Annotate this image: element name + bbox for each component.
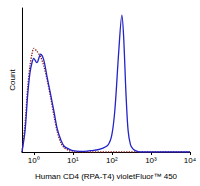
- svg-text:10⁴: 10⁴: [184, 156, 197, 165]
- svg-text:10³: 10³: [145, 156, 157, 165]
- svg-text:10²: 10²: [106, 156, 118, 165]
- svg-text:Count: Count: [8, 69, 17, 91]
- svg-text:10⁰: 10⁰: [28, 156, 40, 165]
- svg-text:10¹: 10¹: [67, 156, 79, 165]
- svg-text:Human CD4 (RPA-T4) violetFluor: Human CD4 (RPA-T4) violetFluor™ 450: [35, 172, 178, 181]
